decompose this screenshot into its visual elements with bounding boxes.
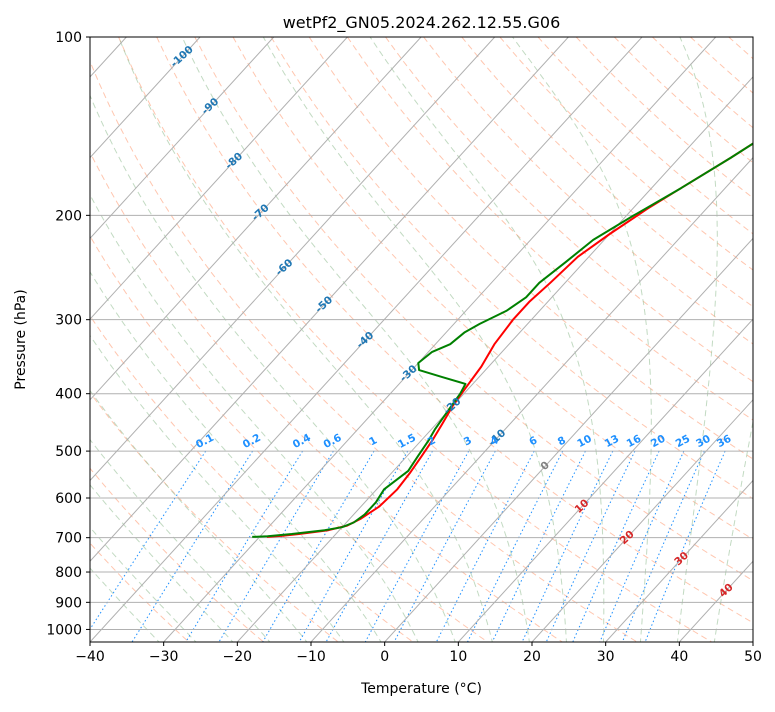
chart-title: wetPf2_GN05.2024.262.12.55.G06 bbox=[283, 13, 561, 33]
y-tick-label: 300 bbox=[55, 313, 82, 329]
y-tick-label: 400 bbox=[55, 387, 82, 403]
x-tick-label: −40 bbox=[75, 649, 105, 665]
x-tick-label: 40 bbox=[670, 649, 688, 665]
x-tick-label: −30 bbox=[149, 649, 179, 665]
y-tick-label: 1000 bbox=[46, 622, 82, 638]
x-tick-label: −20 bbox=[223, 649, 253, 665]
x-tick-label: 0 bbox=[380, 649, 389, 665]
x-tick-label: 30 bbox=[597, 649, 615, 665]
x-tick-label: 20 bbox=[523, 649, 541, 665]
x-tick-label: −10 bbox=[296, 649, 326, 665]
y-tick-label: 900 bbox=[55, 595, 82, 611]
y-tick-label: 100 bbox=[55, 30, 82, 46]
x-axis-label: Temperature (°C) bbox=[360, 681, 482, 697]
y-tick-label: 800 bbox=[55, 565, 82, 581]
y-axis-label: Pressure (hPa) bbox=[13, 289, 29, 389]
y-tick-label: 600 bbox=[55, 491, 82, 507]
y-tick-label: 700 bbox=[55, 531, 82, 547]
y-tick-label: 500 bbox=[55, 444, 82, 460]
x-tick-label: 10 bbox=[449, 649, 467, 665]
y-tick-label: 200 bbox=[55, 208, 82, 224]
x-tick-label: 50 bbox=[744, 649, 762, 665]
